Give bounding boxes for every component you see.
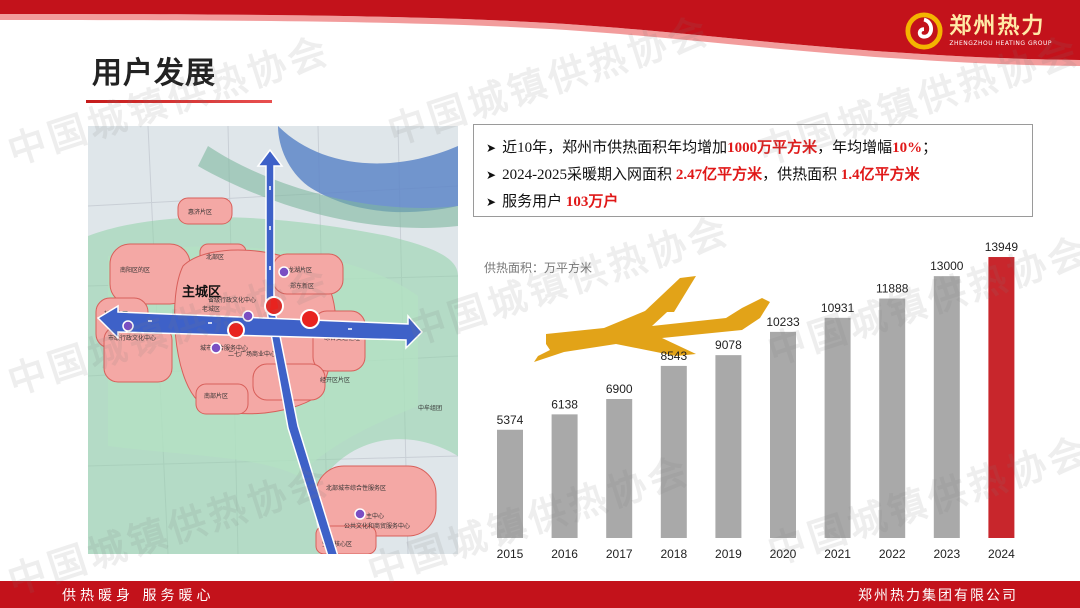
logo-text: 郑州热力 [949, 13, 1046, 39]
value-label: 11888 [876, 282, 909, 296]
value-label: 10233 [766, 315, 800, 329]
heating-area-chart: 供热面积：万平方米 5374 6138 6900 8543 9078 10233 10931… [484, 240, 1019, 561]
bar-2021 [824, 317, 851, 538]
map-label: 龙湖片区 [288, 266, 312, 274]
stat-line-1: ➤ 近10年，郑州市供热面积年均增加1000万平方米，年均增幅10%； [486, 140, 938, 156]
chart-title: 供热面积：万平方米 [484, 260, 592, 275]
airplane-icon [534, 276, 770, 362]
map-label: 郑东新区 [290, 282, 314, 290]
bar-2018 [660, 365, 687, 538]
category-label: 2019 [715, 547, 742, 561]
map-label: 二七广场商业中心 [228, 350, 276, 358]
category-label: 2016 [551, 547, 578, 561]
bar-2024 [988, 257, 1015, 538]
footer-bar: 供热暖身 服务暖心 郑州热力集团有限公司 [0, 581, 1080, 608]
map-label: 南部片区 [204, 392, 228, 400]
logo-swirl-icon [905, 12, 943, 50]
value-label: 13949 [985, 240, 1019, 254]
map-label: 老城区 [202, 305, 220, 313]
category-label: 2023 [933, 547, 960, 561]
bar-2017 [606, 399, 633, 538]
arrow-bullet-icon: ➤ [486, 195, 497, 209]
category-label: 2015 [497, 547, 524, 561]
arrow-bullet-icon: ➤ [486, 141, 497, 155]
category-label: 2024 [988, 547, 1015, 561]
value-label: 9078 [715, 338, 742, 352]
value-label: 6138 [551, 397, 578, 411]
logo-subtext: ZHENGZHOU HEATING GROUP [949, 39, 1052, 47]
category-label: 2021 [824, 547, 851, 561]
title-underline [86, 100, 272, 103]
stats-box: ➤ 近10年，郑州市供热面积年均增加1000万平方米，年均增幅10%； ➤ 2024… [473, 124, 1033, 217]
map-label: 北部区 [206, 253, 224, 261]
bar-2020 [770, 331, 796, 538]
map-label: 经开区片区 [320, 376, 350, 384]
bar-2019 [715, 355, 742, 538]
map-label: 北部城市综合性服务区 [326, 484, 386, 492]
page-title: 用户发展 [92, 56, 216, 91]
value-label: 6900 [606, 382, 633, 396]
map-label: 主中心 [366, 512, 384, 520]
map-label: 城市综合服务中心 [200, 344, 248, 352]
value-label: 13000 [930, 259, 964, 273]
footer-company: 郑州热力集团有限公司 [858, 588, 1018, 604]
city-map: 惠济片区 北部区 南阳区的区 杜牛片区 郑东新区 龙湖片区 老城区 省级行政文化… [88, 126, 458, 554]
map-label: 公共文化和商贸服务中心 [344, 522, 410, 530]
category-label: 2020 [770, 547, 797, 561]
bar-2023 [933, 276, 960, 538]
value-label: 8543 [660, 349, 687, 363]
category-label: 2017 [606, 547, 633, 561]
map-label: 南阳区的区 [120, 266, 150, 274]
map-label: 惠济片区 [188, 208, 212, 216]
stat-line-3: ➤ 服务用户 103万户 [486, 194, 619, 210]
bar-2016 [551, 414, 578, 538]
map-label: 空港核心区 [322, 540, 352, 548]
arrow-bullet-icon: ➤ [486, 168, 497, 182]
category-label: 2018 [660, 547, 687, 561]
header-band [0, 0, 1080, 66]
map-label: 省级行政文化中心 [208, 296, 256, 304]
value-label: 10931 [821, 301, 855, 315]
map-main-label: 主城区 [182, 284, 221, 299]
bar-2015 [497, 429, 523, 538]
map-label: 中牟组团 [418, 404, 442, 412]
bar-2022 [879, 298, 906, 538]
footer-slogan: 供热暖身 服务暖心 [62, 588, 215, 604]
company-logo: 郑州热力 ZHENGZHOU HEATING GROUP [905, 8, 1052, 54]
category-label: 2022 [879, 547, 906, 561]
map-label: 市级行政文化中心 [108, 334, 156, 342]
stat-line-2: ➤ 2024-2025采暖期入网面积 2.47亿平方米，供热面积 1.4亿平方米 [486, 167, 920, 183]
value-label: 5374 [497, 413, 524, 427]
